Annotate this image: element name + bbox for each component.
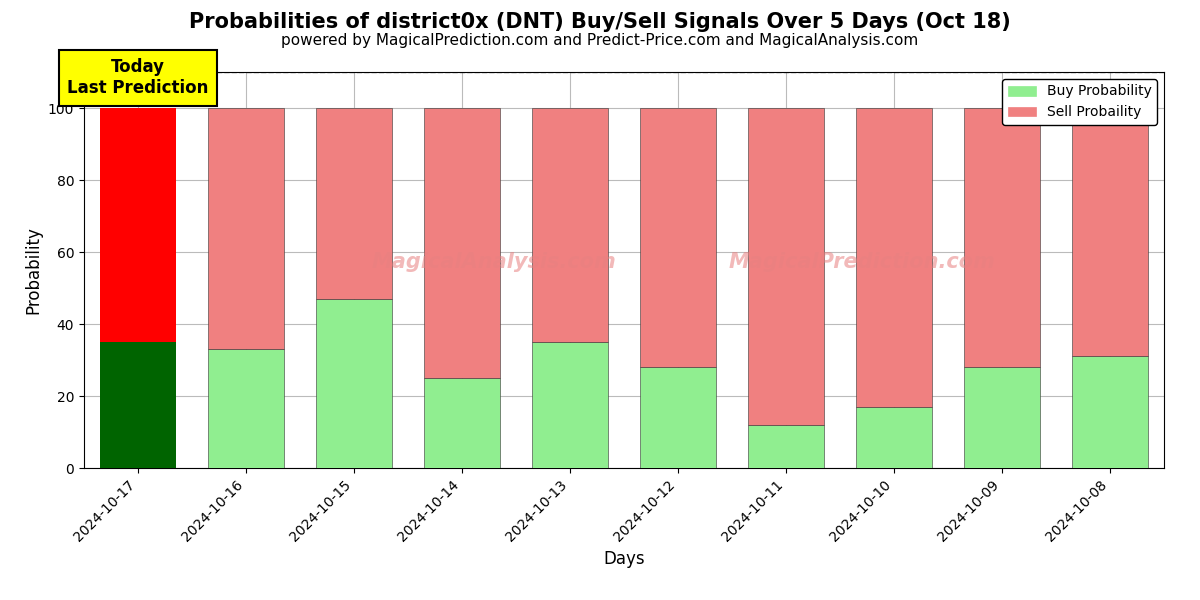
Bar <box>533 342 607 468</box>
Bar <box>533 108 607 342</box>
Bar <box>641 108 716 367</box>
X-axis label: Days: Days <box>604 550 644 568</box>
Bar <box>101 342 176 468</box>
Bar <box>1073 356 1147 468</box>
Bar <box>317 299 391 468</box>
Bar <box>1073 108 1147 356</box>
Bar <box>965 367 1039 468</box>
Text: MagicalAnalysis.com: MagicalAnalysis.com <box>372 252 617 272</box>
Bar <box>857 407 932 468</box>
Bar <box>425 378 500 468</box>
Text: MagicalPrediction.com: MagicalPrediction.com <box>728 252 995 272</box>
Bar <box>857 108 932 407</box>
Bar <box>749 108 824 425</box>
Bar <box>317 108 391 299</box>
Bar <box>209 349 284 468</box>
Legend: Buy Probability, Sell Probaility: Buy Probability, Sell Probaility <box>1002 79 1157 125</box>
Bar <box>209 108 284 349</box>
Bar <box>965 108 1039 367</box>
Y-axis label: Probability: Probability <box>24 226 42 314</box>
Text: Probabilities of district0x (DNT) Buy/Sell Signals Over 5 Days (Oct 18): Probabilities of district0x (DNT) Buy/Se… <box>190 12 1010 32</box>
Bar <box>425 108 500 378</box>
Bar <box>749 425 824 468</box>
Text: powered by MagicalPrediction.com and Predict-Price.com and MagicalAnalysis.com: powered by MagicalPrediction.com and Pre… <box>281 33 919 48</box>
Bar <box>101 108 176 342</box>
Text: Today
Last Prediction: Today Last Prediction <box>67 58 209 97</box>
Bar <box>641 367 716 468</box>
